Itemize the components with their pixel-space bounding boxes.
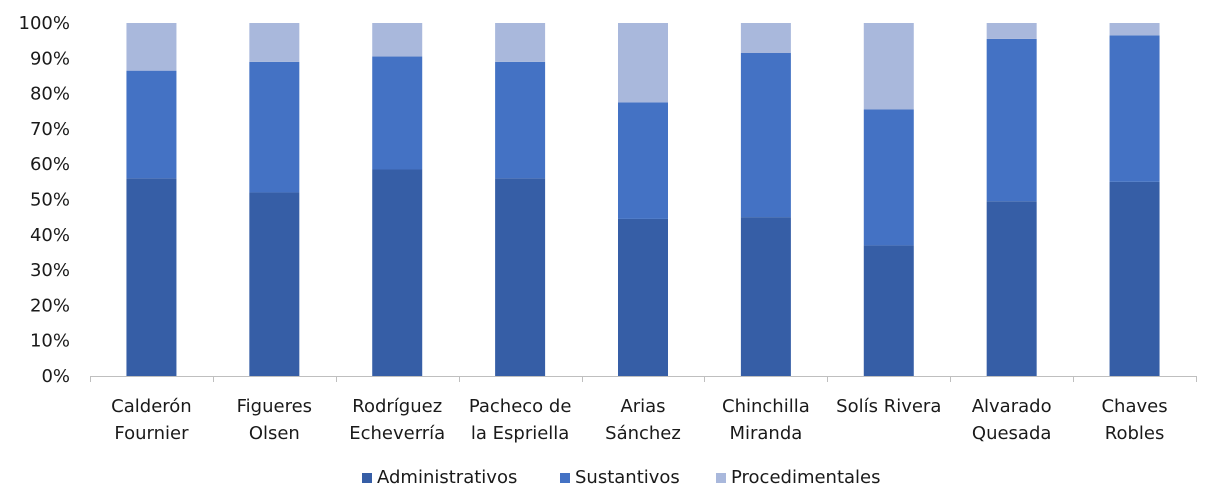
category-label: Chaves: [1101, 396, 1167, 417]
y-tick-label: 40%: [30, 225, 70, 246]
bar-segment-procedimentales: [1109, 23, 1160, 36]
bar-segment-sustantivos: [986, 38, 1037, 202]
bar-segment-administrativos: [372, 169, 423, 376]
bar-segment-administrativos: [863, 245, 914, 376]
bar-segment-procedimentales: [249, 23, 300, 62]
bar-segment-administrativos: [1109, 181, 1160, 376]
bar-segment-administrativos: [495, 178, 546, 376]
y-tick-label: 80%: [30, 84, 70, 105]
bar-segment-administrativos: [249, 192, 300, 376]
bar-segment-administrativos: [618, 218, 668, 376]
bar-segment-sustantivos: [126, 70, 177, 179]
y-tick-label: 70%: [30, 119, 70, 140]
category-label: Miranda: [729, 423, 802, 444]
category-label: Solís Rivera: [836, 396, 941, 417]
y-tick-label: 90%: [30, 48, 70, 69]
y-tick-label: 50%: [30, 190, 70, 211]
bar-segment-procedimentales: [372, 23, 423, 57]
bar-segment-procedimentales: [618, 23, 668, 103]
bar-segment-sustantivos: [495, 61, 546, 179]
bars: [126, 23, 1160, 376]
legend-swatch-sustantivos: [560, 473, 570, 483]
legend-swatch-procedimentales: [716, 473, 726, 483]
category-label: Calderón: [111, 396, 192, 417]
bar-segment-sustantivos: [740, 53, 791, 218]
category-label: Arias: [620, 396, 665, 417]
bar-segment-procedimentales: [740, 23, 791, 54]
bar-segment-procedimentales: [126, 23, 177, 71]
legend-label-procedimentales: Procedimentales: [731, 467, 881, 488]
category-label: Alvarado: [972, 396, 1052, 417]
category-label: Chinchilla: [722, 396, 810, 417]
category-label: Pacheco de: [469, 396, 572, 417]
bar-segment-procedimentales: [863, 23, 914, 110]
category-label: Quesada: [972, 423, 1052, 444]
legend-label-sustantivos: Sustantivos: [575, 467, 680, 488]
bar-segment-administrativos: [126, 178, 177, 376]
bar-segment-sustantivos: [372, 56, 423, 170]
y-tick-label: 60%: [30, 154, 70, 175]
category-label: Rodríguez: [352, 396, 442, 417]
category-label: Sánchez: [605, 423, 681, 444]
x-axis: Calderón Fournier Figueres Olsen Rodríguez Ec…: [90, 376, 1197, 444]
y-tick-label: 30%: [30, 260, 70, 281]
legend: Administrativos Sustantivos Procedimentale…: [362, 467, 881, 488]
y-tick-label: 20%: [30, 295, 70, 316]
bar-segment-administrativos: [986, 201, 1037, 376]
bar-segment-procedimentales: [986, 23, 1037, 39]
y-tick-label: 100%: [19, 13, 70, 34]
legend-swatch-administrativos: [362, 473, 372, 483]
category-label: la Espriella: [471, 423, 569, 444]
y-tick-label: 10%: [30, 331, 70, 352]
bar-segment-sustantivos: [249, 61, 300, 193]
bar-segment-administrativos: [740, 217, 791, 376]
bar-segment-sustantivos: [863, 109, 914, 246]
y-tick-label: 0%: [41, 366, 70, 387]
bar-segment-sustantivos: [1109, 35, 1160, 182]
bar-segment-sustantivos: [618, 102, 668, 219]
category-label: Echeverría: [349, 423, 445, 444]
category-label: Figueres: [237, 396, 312, 417]
category-label: Olsen: [249, 423, 300, 444]
category-label: Fournier: [114, 423, 189, 444]
bar-segment-procedimentales: [495, 23, 546, 62]
y-axis: 0% 10% 20% 30% 40% 50% 60% 70% 80% 90% 100%: [19, 13, 70, 387]
legend-label-administrativos: Administrativos: [377, 467, 517, 488]
category-label: Robles: [1105, 423, 1165, 444]
